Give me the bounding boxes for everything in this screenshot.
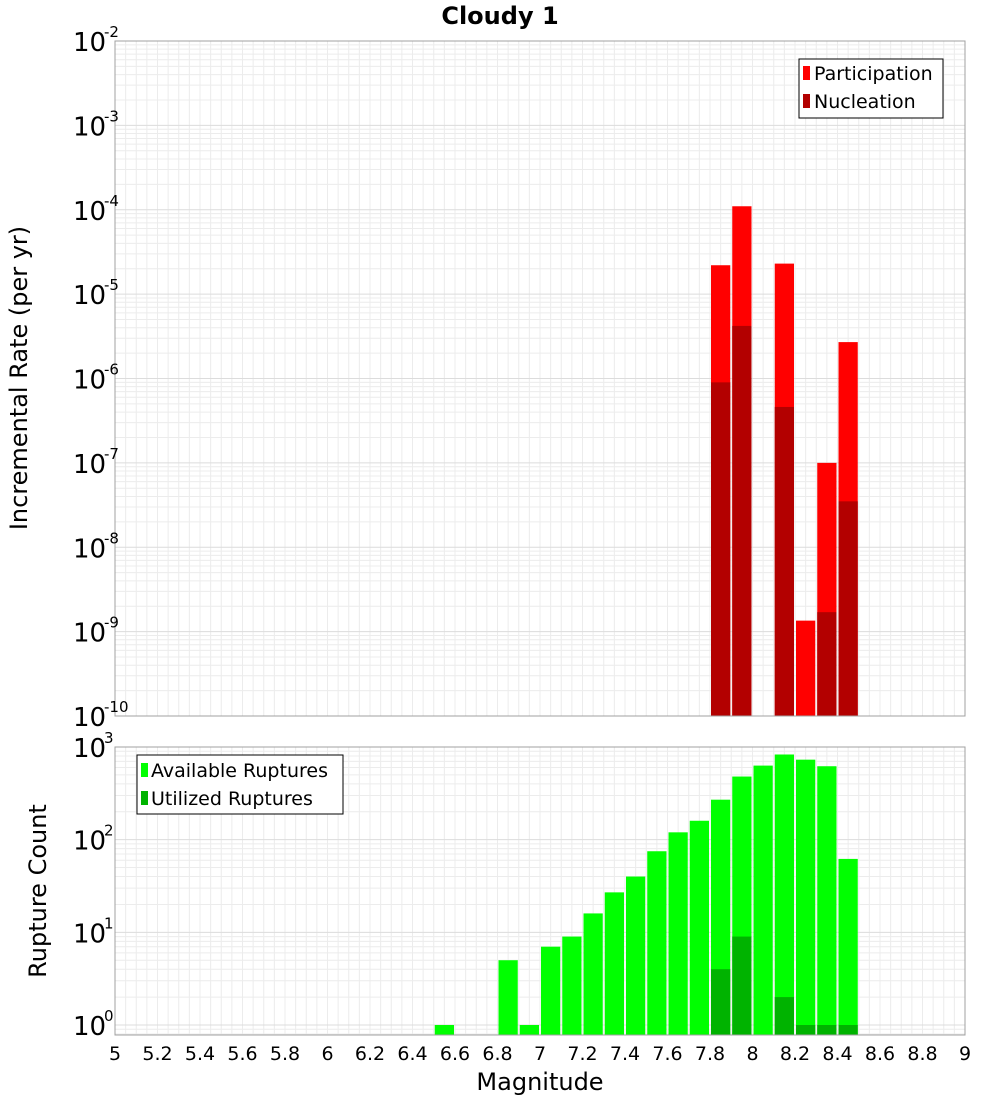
legend-utilized-swatch bbox=[141, 791, 148, 805]
bottom-y-tick-exponent: 2 bbox=[104, 822, 114, 840]
top-y-tick-label: 10 bbox=[73, 366, 106, 396]
top-y-tick-label: 10 bbox=[73, 534, 106, 564]
x-tick-label: 7.8 bbox=[695, 1043, 725, 1065]
x-tick-label: 5.6 bbox=[227, 1043, 257, 1065]
bottom-bar-primary bbox=[626, 876, 646, 1035]
x-tick-label: 7 bbox=[534, 1043, 546, 1065]
x-tick-label: 7.6 bbox=[652, 1043, 682, 1065]
bottom-y-axis-label: Rupture Count bbox=[24, 804, 52, 978]
bottom-bar-primary bbox=[668, 832, 688, 1035]
legend-available-label: Available Ruptures bbox=[151, 760, 328, 782]
bottom-bar-secondary bbox=[838, 1025, 858, 1035]
x-tick-label: 7.2 bbox=[567, 1043, 597, 1065]
top-bar-secondary bbox=[711, 382, 731, 716]
legend-available-swatch bbox=[141, 763, 148, 777]
x-tick-label: 8 bbox=[746, 1043, 758, 1065]
top-plot-bars bbox=[711, 206, 858, 716]
bottom-bar-primary bbox=[583, 913, 603, 1035]
x-tick-label: 5.2 bbox=[142, 1043, 172, 1065]
top-y-tick-exponent: -6 bbox=[104, 361, 119, 379]
bottom-bar-primary bbox=[541, 946, 561, 1035]
bottom-bar-secondary bbox=[711, 969, 731, 1035]
bottom-y-tick-label: 10 bbox=[73, 734, 106, 764]
top-y-tick-exponent: -5 bbox=[104, 276, 119, 294]
top-y-tick-label: 10 bbox=[73, 619, 106, 649]
top-y-tick-label: 10 bbox=[73, 28, 106, 58]
top-y-tick-exponent: -3 bbox=[104, 107, 119, 125]
top-y-tick-exponent: -9 bbox=[104, 614, 119, 632]
legend-nucleation-swatch bbox=[803, 94, 810, 108]
bottom-bar-primary bbox=[562, 936, 582, 1035]
x-tick-label: 8.8 bbox=[907, 1043, 937, 1065]
bottom-x-ticks: 5 5.2 5.4 5.6 5.8 6 6.2 6.4 6.6 6.8 7 7.2 7.4 7.6 7.8 8… bbox=[109, 1043, 971, 1065]
x-tick-label: 6.2 bbox=[355, 1043, 385, 1065]
chart-title: Cloudy 1 bbox=[441, 2, 558, 30]
top-bar-secondary bbox=[732, 325, 752, 716]
top-y-tick-label: 10 bbox=[73, 112, 106, 142]
bottom-plot-frame bbox=[114, 746, 966, 1036]
bottom-y-tick-label: 10 bbox=[73, 919, 106, 949]
x-tick-label: 6 bbox=[321, 1043, 333, 1065]
x-tick-label: 9 bbox=[959, 1043, 971, 1065]
top-y-tick-exponent: -7 bbox=[104, 445, 119, 463]
top-plot-grid bbox=[114, 40, 966, 717]
bottom-bar-primary bbox=[753, 765, 773, 1035]
top-y-tick-exponent: -8 bbox=[104, 529, 119, 547]
top-y-tick-exponent: -4 bbox=[104, 192, 119, 210]
legend-participation-label: Participation bbox=[814, 63, 933, 85]
top-bar-secondary bbox=[838, 501, 858, 716]
bottom-bar-primary bbox=[774, 754, 794, 1035]
bottom-bar-primary bbox=[498, 960, 518, 1035]
bottom-y-tick-exponent: 0 bbox=[104, 1007, 114, 1025]
top-y-tick-label: 10 bbox=[73, 197, 106, 227]
bottom-y-tick-label: 10 bbox=[73, 827, 106, 857]
top-y-tick-exponent: -10 bbox=[104, 698, 129, 716]
bottom-y-tick-label: 10 bbox=[73, 1012, 106, 1042]
bottom-bar-primary bbox=[434, 1025, 454, 1035]
top-y-tick-label: 10 bbox=[73, 281, 106, 311]
top-y-tick-label: 10 bbox=[73, 703, 106, 733]
top-y-tick-exponent: -2 bbox=[104, 23, 119, 41]
x-tick-label: 6.4 bbox=[397, 1043, 427, 1065]
bottom-bar-primary bbox=[817, 766, 837, 1035]
legend-utilized-label: Utilized Ruptures bbox=[151, 788, 313, 810]
bottom-bar-primary bbox=[689, 820, 709, 1035]
bottom-bar-primary bbox=[796, 759, 816, 1035]
bottom-bar-secondary bbox=[774, 997, 794, 1035]
x-tick-label: 5 bbox=[109, 1043, 121, 1065]
top-bar-secondary bbox=[817, 612, 837, 716]
x-tick-label: 5.4 bbox=[185, 1043, 215, 1065]
bottom-y-tick-exponent: 1 bbox=[104, 914, 114, 932]
x-axis-label: Magnitude bbox=[476, 1068, 603, 1096]
bottom-bar-secondary bbox=[796, 1025, 816, 1035]
x-tick-label: 8.2 bbox=[780, 1043, 810, 1065]
legend-participation-swatch bbox=[803, 66, 810, 80]
bottom-bar-primary bbox=[647, 851, 667, 1035]
top-legend: Participation Nucleation bbox=[798, 58, 944, 119]
legend-nucleation-label: Nucleation bbox=[814, 91, 916, 113]
bottom-bar-primary bbox=[519, 1025, 539, 1035]
top-bar-primary bbox=[796, 620, 816, 716]
bottom-bar-secondary bbox=[732, 936, 752, 1035]
x-tick-label: 8.6 bbox=[865, 1043, 895, 1065]
top-y-tick-label: 10 bbox=[73, 450, 106, 480]
bottom-bar-primary bbox=[604, 892, 624, 1035]
x-tick-label: 5.8 bbox=[270, 1043, 300, 1065]
top-bar-secondary bbox=[774, 406, 794, 716]
bottom-plot-bars bbox=[434, 754, 858, 1035]
x-tick-label: 8.4 bbox=[822, 1043, 852, 1065]
x-tick-label: 7.4 bbox=[610, 1043, 640, 1065]
bottom-legend: Available Ruptures Utilized Ruptures bbox=[136, 754, 344, 815]
top-y-axis-label: Incremental Rate (per yr) bbox=[5, 226, 33, 530]
bottom-y-tick-exponent: 3 bbox=[104, 729, 114, 747]
bottom-bar-primary bbox=[838, 858, 858, 1035]
x-tick-label: 6.8 bbox=[482, 1043, 512, 1065]
x-tick-label: 6.6 bbox=[440, 1043, 470, 1065]
bottom-bar-secondary bbox=[817, 1025, 837, 1035]
top-plot-frame bbox=[114, 40, 966, 717]
